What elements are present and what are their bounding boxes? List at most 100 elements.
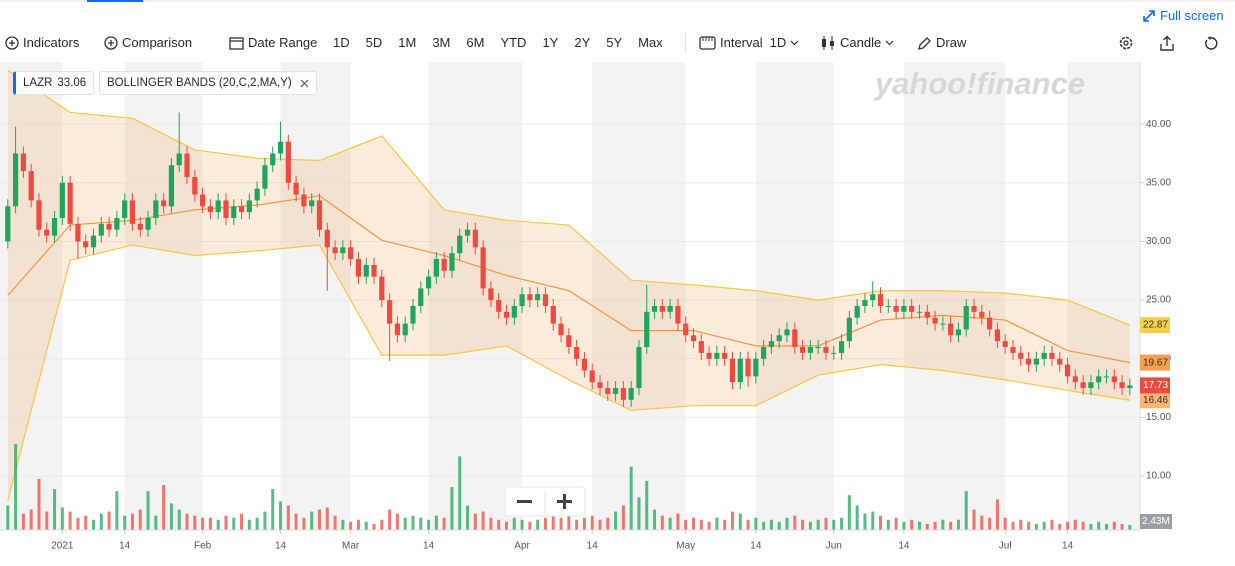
x-tick-label: 14 <box>587 541 599 552</box>
range-button[interactable]: 3M <box>432 35 451 50</box>
volume-bar <box>637 497 641 530</box>
candle-body <box>714 352 720 359</box>
comparison-label: Comparison <box>122 35 193 50</box>
candle-body <box>1096 376 1102 383</box>
candle-body <box>1025 358 1032 365</box>
zoom-in-bar <box>563 494 566 509</box>
full-screen[interactable]: Full screen <box>1143 8 1224 23</box>
volume-bar <box>575 519 579 530</box>
volume-bar <box>388 509 392 530</box>
zoom-out[interactable] <box>517 500 532 503</box>
volume-bar <box>917 521 921 530</box>
candle-body <box>901 305 907 312</box>
candle-body <box>815 347 821 349</box>
chart-style-button[interactable]: Candle <box>820 34 894 52</box>
x-tick-label: 14 <box>275 541 287 552</box>
candle-body <box>402 323 408 336</box>
candle-body <box>1119 382 1125 389</box>
draw-button[interactable]: Draw <box>917 34 966 52</box>
candle-body <box>784 329 790 336</box>
range-button[interactable]: 1Y <box>542 35 559 50</box>
candle-body <box>503 311 510 318</box>
candle-body <box>589 370 595 383</box>
range-button[interactable]: 2Y <box>574 35 591 50</box>
volume-bar <box>730 511 734 530</box>
volume-bar <box>372 523 376 530</box>
volume-bar <box>1019 519 1023 530</box>
reset-icon[interactable] <box>1203 35 1218 51</box>
volume-bar <box>746 519 750 530</box>
volume-bar <box>458 456 462 530</box>
range-button[interactable]: 6M <box>466 35 485 50</box>
volume-bar <box>762 521 766 530</box>
volume-bar <box>684 519 688 530</box>
volume-bar <box>715 517 719 530</box>
range-button[interactable]: 1M <box>398 35 417 50</box>
candle-body <box>636 347 642 389</box>
x-tick-label: Jun <box>826 541 842 552</box>
volume-bar <box>660 515 664 530</box>
volume-bar <box>995 499 999 530</box>
volume-bar <box>1027 521 1031 530</box>
range-button[interactable]: YTD <box>500 35 527 50</box>
candle-body <box>5 206 11 242</box>
candle-body <box>59 182 65 218</box>
stripe <box>280 62 351 530</box>
volume-bar <box>551 513 555 530</box>
volume-bar <box>68 511 72 530</box>
stripe <box>903 62 1006 530</box>
candle-body <box>581 358 588 371</box>
candle-body <box>90 235 97 248</box>
candle-body <box>262 165 268 189</box>
volume-bar <box>146 491 150 530</box>
range-button[interactable]: 5D <box>365 35 383 50</box>
toolbar-divider <box>685 33 686 53</box>
stripe <box>124 62 203 530</box>
volume-bar <box>590 515 594 530</box>
volume-bar <box>1034 523 1038 530</box>
volume-bar <box>886 519 890 530</box>
volume-bar <box>777 521 781 530</box>
stripe <box>592 62 686 530</box>
candle-body <box>698 341 704 353</box>
volume-bar <box>543 517 547 530</box>
candle-body <box>823 347 829 353</box>
range-button[interactable]: 1D <box>333 35 350 50</box>
candle-body <box>690 335 697 342</box>
volume-bar <box>598 519 602 530</box>
candle-body <box>355 259 362 277</box>
settings-icon[interactable] <box>1118 35 1134 51</box>
candle-body <box>363 264 369 277</box>
volume-bar <box>208 517 212 530</box>
candle-body <box>75 223 81 242</box>
candle-body <box>885 305 891 307</box>
volume-bar <box>692 517 696 530</box>
volume-bar <box>6 505 10 530</box>
candle-body <box>1033 358 1039 365</box>
indicators-button[interactable]: Indicators <box>5 34 79 52</box>
candle-body <box>511 305 517 318</box>
range-button[interactable]: 5Y <box>606 35 623 50</box>
volume-bar <box>582 517 586 530</box>
volume-bar <box>956 519 960 530</box>
volume-bar <box>481 511 485 530</box>
chevron <box>790 40 799 46</box>
candle-body <box>441 259 447 271</box>
range-button[interactable]: Max <box>638 35 663 50</box>
symbol: LAZR <box>23 77 53 89</box>
volume-bar <box>403 517 407 530</box>
comparison-button[interactable]: Comparison <box>104 34 192 52</box>
volume-bar <box>1066 521 1070 530</box>
candle-body <box>651 305 658 312</box>
remove-indicator[interactable] <box>300 79 309 88</box>
symbol-chip[interactable]: LAZR 33.06 <box>13 71 95 95</box>
date-range-button[interactable]: Date Range <box>229 34 317 52</box>
indicator-chip[interactable]: BOLLINGER BANDS (20,C,2,MA,Y) <box>99 71 317 95</box>
upper-band-label: 22.87 <box>1143 320 1168 331</box>
candle-body <box>83 241 89 248</box>
volume-bar <box>504 521 508 530</box>
share-icon[interactable] <box>1160 35 1174 51</box>
volume-bar <box>201 517 205 530</box>
volume-bar <box>1112 521 1116 530</box>
interval-button[interactable]: Interval 1D <box>699 34 799 52</box>
